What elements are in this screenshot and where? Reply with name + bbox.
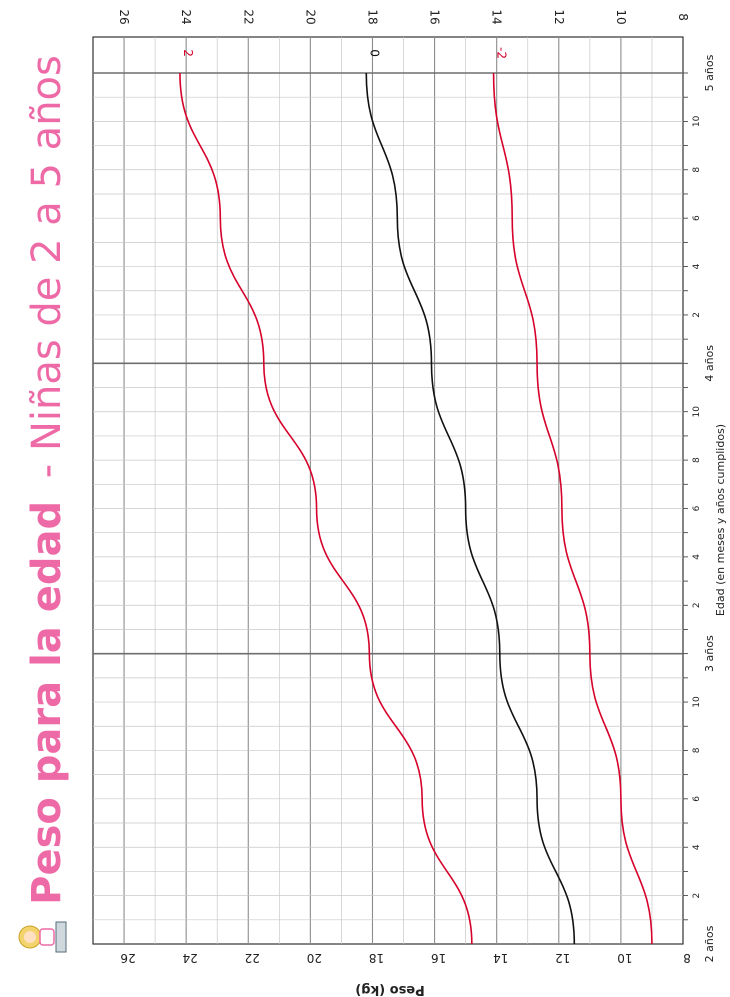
series-line [365,72,576,945]
x-minor-tick-label: 6 [692,215,702,221]
y-tick-label-bottom: 10 [617,951,632,965]
series-line [492,72,653,945]
y-axis-label: Peso (kg) [355,982,424,997]
y-tick-label-top: 20 [303,9,317,24]
y-tick-label-top: 10 [614,9,628,24]
plot-area: 8810101212141416161818202022222424262624… [92,9,716,965]
y-tick-label-bottom: 14 [493,951,508,965]
girl-scale-icon [18,921,67,953]
x-minor-tick-label: 8 [692,167,702,173]
x-minor-tick-label: 4 [692,263,702,269]
chart-title-subtitle: - Niñas de 2 a 5 años [24,55,70,478]
x-minor-tick-label: 8 [692,457,702,463]
x-year-label: 2 años [703,925,716,962]
y-tick-label-bottom: 16 [431,951,446,965]
x-minor-tick-label: 2 [692,602,702,608]
x-minor-tick-label: 2 [692,312,702,318]
y-tick-label-top: 8 [676,13,690,21]
chart-title-bold: Peso para la edad [24,501,70,905]
series-label: 2 [181,49,195,57]
x-minor-tick-label: 6 [692,505,702,511]
x-minor-tick-label: 4 [692,554,702,560]
x-minor-tick-label: 10 [692,406,702,418]
y-tick-label-bottom: 18 [369,951,384,965]
y-tick-label-top: 14 [490,9,504,24]
y-tick-label-bottom: 12 [555,951,570,965]
series-label: 0 [367,49,381,57]
x-minor-tick-label: 4 [692,844,702,850]
x-minor-tick-label: 10 [692,696,702,708]
series-line [179,72,473,945]
y-tick-label-top: 12 [552,9,566,24]
x-minor-tick-label: 8 [692,747,702,753]
x-minor-tick-label: 6 [692,796,702,802]
series-label: -2 [495,47,509,59]
y-tick-label-bottom: 22 [245,951,260,965]
y-tick-label-bottom: 24 [183,951,198,965]
y-tick-label-top: 22 [241,9,255,24]
x-minor-tick-label: 10 [692,115,702,127]
x-year-label: 3 años [703,635,716,672]
y-tick-label-top: 18 [365,9,379,24]
y-tick-label-top: 24 [179,9,193,24]
y-tick-label-top: 26 [117,9,131,24]
x-minor-tick-label: 2 [692,893,702,899]
y-tick-label-top: 16 [428,9,442,24]
y-tick-label-bottom: 8 [683,951,691,965]
x-axis-label: Edad (en meses y años cumplidos) [714,424,727,616]
y-tick-label-bottom: 26 [120,951,135,965]
plot-frame [92,36,684,945]
chart-title: Peso para la edad - Niñas de 2 a 5 años [24,55,70,905]
y-tick-label-bottom: 20 [307,951,322,965]
x-year-label: 4 años [703,345,716,382]
x-year-label: 5 años [703,54,716,91]
